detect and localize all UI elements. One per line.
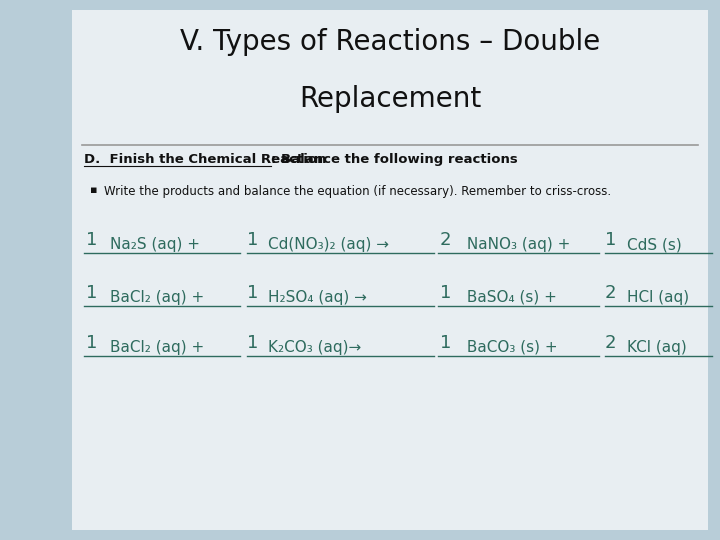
Text: : Balance the following reactions: : Balance the following reactions	[271, 153, 518, 166]
Text: Cd(NO₃)₂ (aq) →: Cd(NO₃)₂ (aq) →	[268, 237, 389, 252]
Text: Na₂S (aq) +: Na₂S (aq) +	[110, 237, 200, 252]
Text: 1: 1	[440, 284, 451, 302]
Text: 2: 2	[605, 284, 616, 302]
Text: 1: 1	[86, 334, 97, 352]
Text: 2: 2	[605, 334, 616, 352]
Text: BaCl₂ (aq) +: BaCl₂ (aq) +	[110, 290, 204, 305]
Text: Replacement: Replacement	[299, 85, 481, 113]
Text: 2: 2	[440, 231, 451, 249]
Text: NaNO₃ (aq) +: NaNO₃ (aq) +	[462, 237, 570, 252]
FancyBboxPatch shape	[72, 10, 708, 530]
Text: D.  Finish the Chemical Reaction: D. Finish the Chemical Reaction	[84, 153, 326, 166]
Text: 1: 1	[86, 231, 97, 249]
Text: BaSO₄ (s) +: BaSO₄ (s) +	[462, 290, 557, 305]
Text: KCl (aq): KCl (aq)	[627, 340, 687, 355]
Text: H₂SO₄ (aq) →: H₂SO₄ (aq) →	[268, 290, 367, 305]
Text: Write the products and balance the equation (if necessary). Remember to criss-cr: Write the products and balance the equat…	[104, 185, 611, 198]
Text: 1: 1	[440, 334, 451, 352]
Text: CdS (s): CdS (s)	[627, 237, 682, 252]
Text: BaCl₂ (aq) +: BaCl₂ (aq) +	[110, 340, 204, 355]
Text: 1: 1	[605, 231, 616, 249]
Text: 1: 1	[247, 284, 258, 302]
Text: 1: 1	[247, 231, 258, 249]
Text: 1: 1	[247, 334, 258, 352]
Text: ▪: ▪	[90, 185, 97, 195]
Text: 1: 1	[86, 284, 97, 302]
Text: BaCO₃ (s) +: BaCO₃ (s) +	[462, 340, 557, 355]
Text: V. Types of Reactions – Double: V. Types of Reactions – Double	[180, 28, 600, 56]
Text: K₂CO₃ (aq)→: K₂CO₃ (aq)→	[268, 340, 361, 355]
Text: HCl (aq): HCl (aq)	[627, 290, 689, 305]
